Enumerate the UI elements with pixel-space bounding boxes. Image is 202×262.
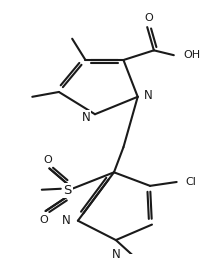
Text: O: O [39,215,48,225]
Text: OH: OH [183,50,200,60]
Text: S: S [63,184,72,197]
Text: N: N [62,214,70,227]
Text: O: O [145,13,154,23]
Text: N: N [112,248,120,261]
Text: O: O [43,155,52,165]
Text: N: N [144,89,153,102]
Text: Cl: Cl [185,177,196,187]
Text: N: N [81,111,90,124]
